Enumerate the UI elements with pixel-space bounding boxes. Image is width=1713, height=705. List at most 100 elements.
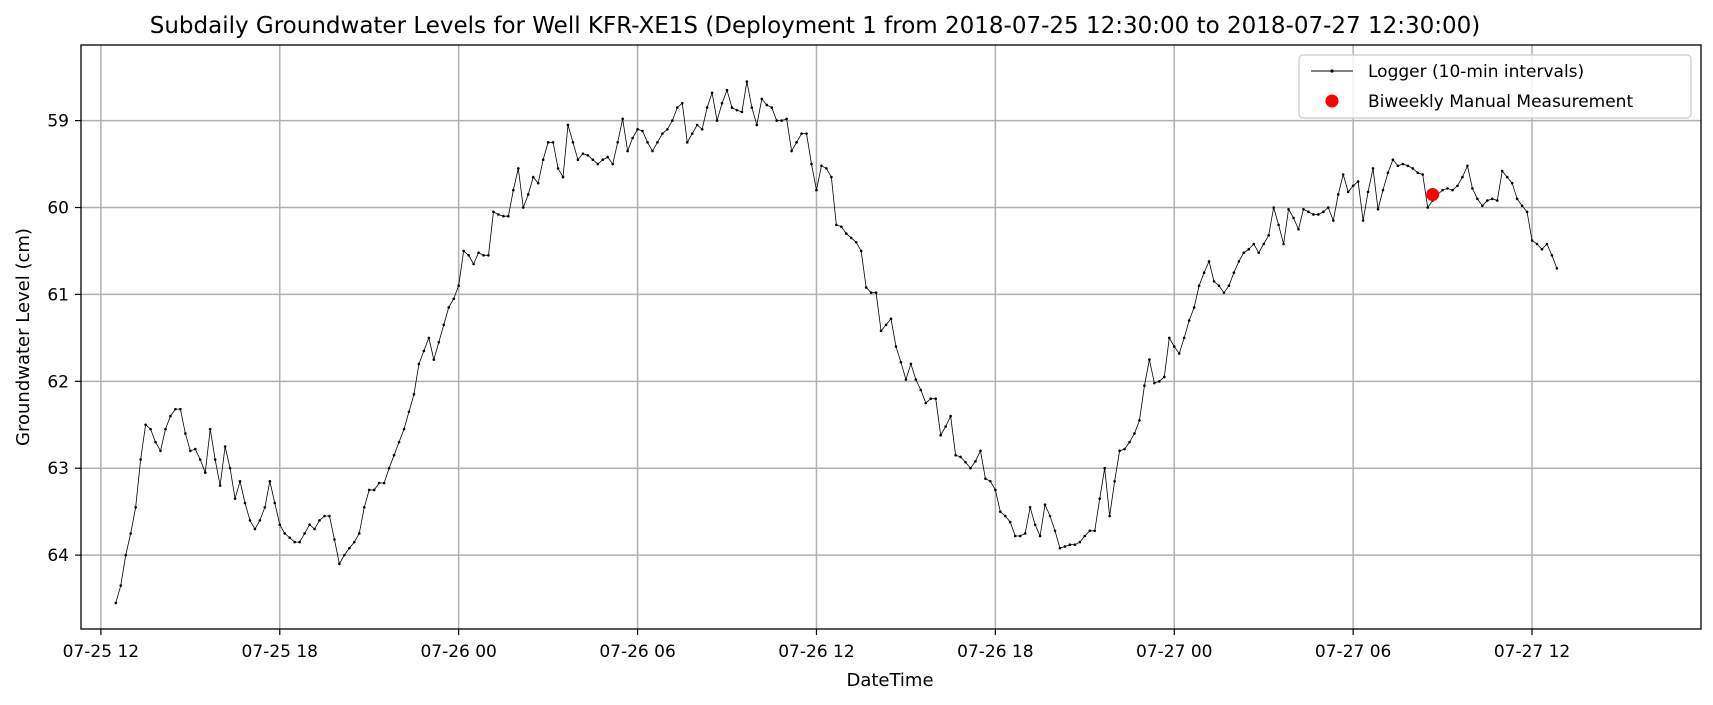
y-axis-ticks: 59 60 61 62 63 64	[47, 112, 81, 566]
logger-point	[233, 497, 237, 500]
logger-point	[164, 427, 167, 431]
logger-point	[825, 167, 828, 170]
logger-point	[402, 427, 406, 431]
logger-point	[1451, 188, 1454, 192]
logger-point	[646, 141, 649, 144]
logger-point	[253, 527, 257, 531]
logger-point	[114, 601, 118, 605]
logger-point	[904, 378, 908, 381]
logger-point	[1386, 171, 1390, 175]
logger-point	[685, 141, 689, 144]
logger-point	[849, 236, 853, 240]
logger-point	[805, 132, 808, 135]
logger-point	[1486, 199, 1489, 202]
logger-point	[1505, 175, 1509, 179]
logger-point	[377, 481, 381, 485]
y-tick-label: 64	[47, 546, 69, 566]
logger-point	[149, 427, 152, 431]
logger-point	[1411, 167, 1415, 170]
logger-point	[1292, 216, 1295, 220]
y-tick-label: 59	[47, 112, 69, 132]
logger-point	[1257, 251, 1261, 254]
logger-point	[1028, 506, 1032, 509]
y-tick-label: 63	[47, 459, 69, 479]
logger-point	[1138, 419, 1141, 422]
logger-point	[243, 501, 247, 505]
logger-point	[298, 540, 301, 544]
logger-point	[1515, 197, 1519, 201]
logger-point	[387, 466, 391, 470]
logger-point	[119, 584, 123, 587]
logger-point	[1555, 267, 1559, 270]
logger-point	[1187, 319, 1191, 322]
logger-point	[1123, 447, 1126, 451]
logger-point	[1172, 345, 1176, 348]
logger-point	[1153, 381, 1156, 385]
logger-point	[1148, 358, 1151, 361]
logger-point	[1282, 242, 1285, 246]
logger-point	[1013, 534, 1017, 538]
logger-point	[1426, 206, 1429, 209]
logger-point	[1143, 384, 1146, 387]
logger-point	[1048, 514, 1052, 518]
logger-point	[671, 119, 674, 122]
logger-point	[1227, 284, 1231, 288]
logger-point	[591, 158, 595, 162]
logger-point	[1401, 162, 1405, 166]
logger-point	[775, 119, 779, 122]
logger-point	[1441, 188, 1444, 192]
logger-point	[780, 119, 783, 122]
logger-point	[134, 506, 137, 509]
logger-point	[581, 152, 585, 155]
logger-point	[790, 149, 793, 153]
logger-point	[263, 506, 267, 509]
logger-point	[800, 132, 803, 135]
logger-point	[979, 449, 982, 453]
logger-point	[1307, 210, 1310, 214]
manual-measurement-point	[1426, 187, 1440, 201]
logger-point	[929, 397, 933, 401]
logger-point	[1237, 260, 1241, 263]
logger-point	[258, 519, 262, 522]
logger-point	[626, 149, 629, 153]
logger-point	[715, 119, 719, 122]
x-tick-label: 07-25 18	[242, 642, 318, 662]
logger-point	[1406, 164, 1410, 168]
logger-point	[154, 440, 157, 444]
logger-point	[492, 210, 495, 214]
logger-point	[765, 103, 769, 107]
logger-point	[462, 249, 465, 253]
logger-point	[1252, 242, 1256, 246]
logger-point	[357, 532, 361, 535]
logger-point	[348, 546, 351, 550]
logger-point	[1197, 284, 1201, 288]
logger-point	[680, 101, 684, 105]
logger-point	[487, 254, 490, 257]
logger-point	[452, 297, 456, 301]
logger-point	[1073, 543, 1077, 546]
logger-point	[1336, 193, 1340, 196]
x-axis-ticks: 07-25 12 07-25 18 07-26 00 07-26 06 07-26 12…	[63, 629, 1570, 662]
logger-point	[124, 553, 128, 557]
logger-point	[989, 479, 992, 483]
logger-point	[536, 181, 540, 185]
logger-point	[1550, 254, 1554, 257]
logger-point	[432, 358, 436, 361]
logger-point	[1008, 520, 1012, 524]
x-tick-label: 07-26 06	[599, 642, 675, 662]
logger-point	[1118, 449, 1121, 453]
logger-point	[1108, 514, 1111, 518]
logger-point	[1376, 207, 1380, 211]
logger-point	[1058, 546, 1062, 550]
logger-point	[874, 291, 878, 294]
x-tick-label: 07-26 18	[957, 642, 1033, 662]
logger-point	[1312, 213, 1315, 216]
logger-point	[1083, 534, 1087, 538]
x-tick-label: 07-27 00	[1136, 642, 1212, 662]
logger-point	[690, 132, 694, 135]
logger-point	[1158, 380, 1161, 383]
logger-point	[129, 532, 132, 535]
logger-point	[1202, 271, 1206, 274]
logger-point	[427, 336, 431, 340]
logger-point	[189, 449, 192, 453]
